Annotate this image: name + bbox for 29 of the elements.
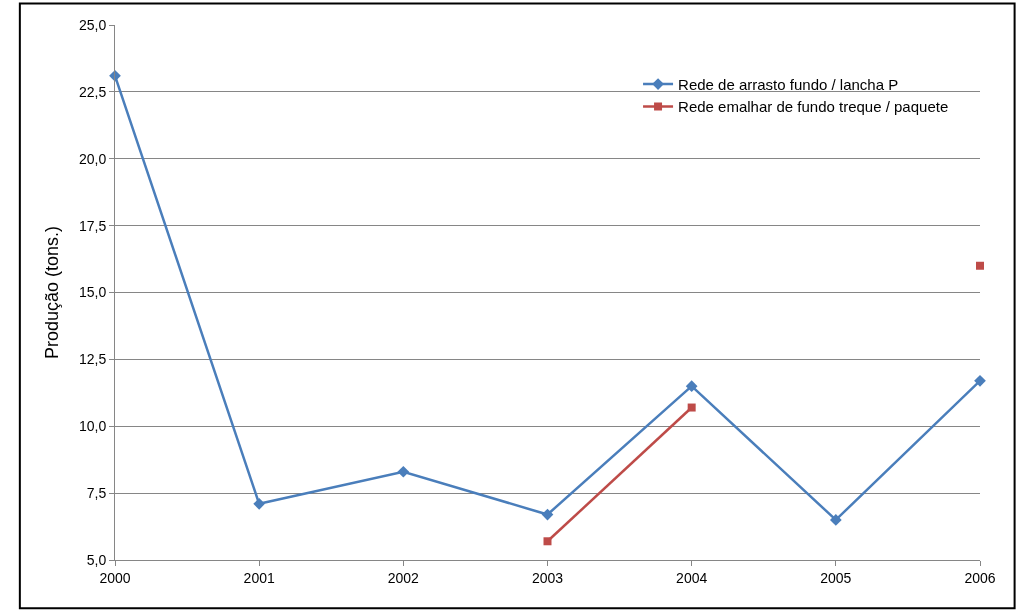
x-tick-label: 2002 [387, 569, 420, 586]
y-tick-label: 20,0 [78, 150, 107, 167]
y-axis-title: Produção (tons.) [42, 225, 63, 360]
legend-label: Rede de arrasto fundo / lancha P [678, 75, 899, 93]
x-tick-label: 2006 [964, 569, 996, 586]
point [976, 261, 984, 270]
x-tick-label: 2004 [676, 569, 708, 586]
x-tick-label: 2003 [531, 569, 564, 586]
point [829, 514, 842, 526]
point [109, 69, 121, 82]
y-tick-label: 12,5 [78, 351, 107, 368]
y-tick-label: 17,5 [78, 217, 107, 234]
point [253, 497, 266, 510]
y-tick-label: 15,0 [78, 284, 107, 301]
point [397, 465, 410, 478]
y-tick-label: 22,5 [78, 83, 107, 100]
y-tick-label: 25,0 [78, 16, 107, 33]
y-tick-label: 5,0 [86, 551, 107, 568]
point [543, 537, 552, 546]
x-tick-label: 2001 [243, 569, 275, 586]
x-tick-label: 2005 [820, 569, 852, 586]
y-tick-label: 7,5 [86, 485, 107, 502]
point [685, 380, 698, 392]
y-tick-label: 10,0 [78, 418, 107, 435]
point [974, 374, 986, 387]
legend-label: Rede emalhar de fundo treque / paquete [678, 98, 949, 116]
point [687, 403, 696, 412]
x-tick-label: 2000 [99, 569, 131, 586]
point [541, 508, 554, 521]
